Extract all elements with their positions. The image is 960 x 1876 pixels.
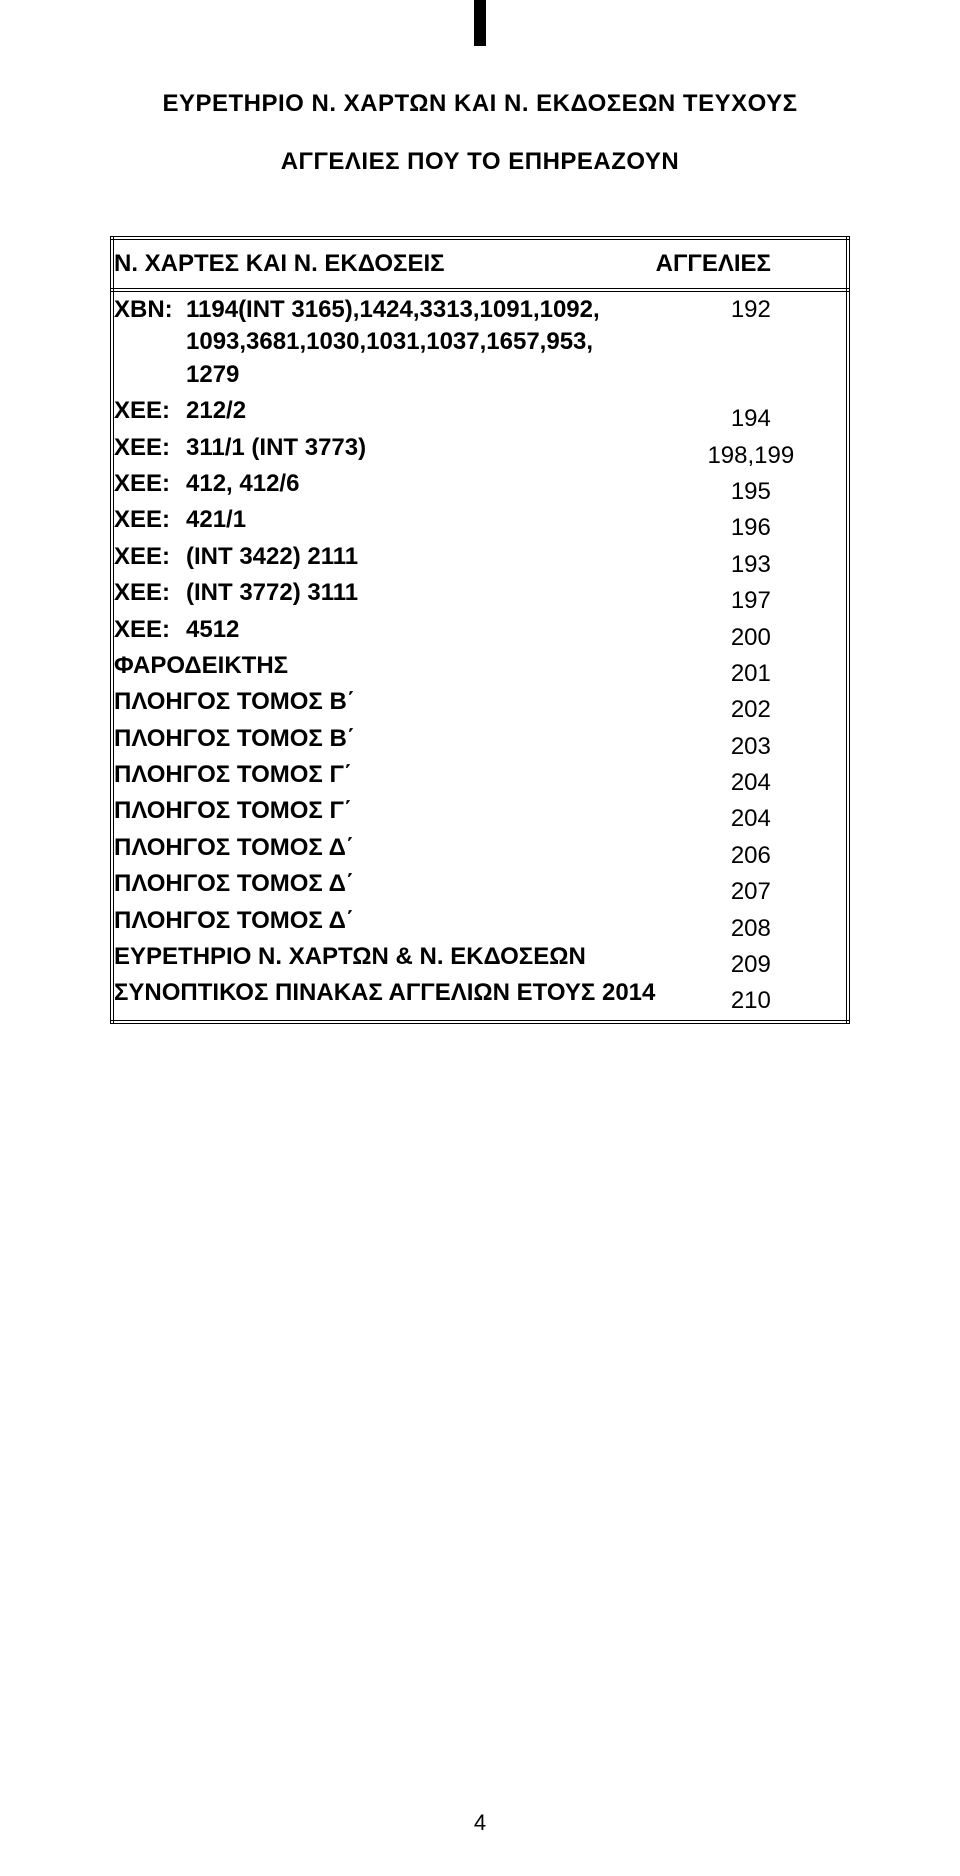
row-prefix: ΧΕΕ: <box>114 432 186 464</box>
page-number: 4 <box>0 1810 960 1836</box>
page-title: ΕΥΡΕΤΗΡΙΟ Ν. ΧΑΡΤΩΝ ΚΑΙ Ν. ΕΚΔΟΣΕΩΝ ΤΕΥΧ… <box>110 90 850 118</box>
row-label: ΠΛΟΗΓΟΣ ΤΟΜΟΣ Δ΄ <box>114 868 354 900</box>
row-label: ΠΛΟΗΓΟΣ ΤΟΜΟΣ Β΄ <box>114 723 355 755</box>
table-row: ΧΕΕ:(INT 3422) 2111 <box>114 539 656 575</box>
table-row: ΧΕΕ:412, 412/6 <box>114 466 656 502</box>
row-label-continuation: 1093,3681,1030,1031,1037,1657,953, <box>114 326 656 358</box>
table-row: ΠΛΟΗΓΟΣ ΤΟΜΟΣ Δ΄ <box>114 830 656 866</box>
table-row: 195 <box>656 474 846 510</box>
row-value: 206 <box>656 838 846 874</box>
row-value: 195 <box>656 474 846 510</box>
table-row: ΠΛΟΗΓΟΣ ΤΟΜΟΣ Δ΄ <box>114 866 656 902</box>
row-label: ΣΥΝΟΠΤΙΚΟΣ ΠΙΝΑΚΑΣ ΑΓΓΕΛΙΩΝ ΕΤΟΥΣ 2014 <box>114 977 655 1009</box>
table-header-row: Ν. ΧΑΡΤΕΣ ΚΑΙ Ν. ΕΚΔΟΣΕΙΣ ΑΓΓΕΛΙΕΣ <box>112 238 848 290</box>
row-value: 196 <box>656 510 846 546</box>
table-row: ΠΛΟΗΓΟΣ ΤΟΜΟΣ Β΄ <box>114 684 656 720</box>
row-label: ΠΛΟΗΓΟΣ ΤΟΜΟΣ Δ΄ <box>114 832 354 864</box>
row-value: 204 <box>656 801 846 837</box>
row-value: 203 <box>656 729 846 765</box>
table-row: ΧΕΕ:(INT 3772) 3111 <box>114 575 656 611</box>
row-value: 192 <box>656 292 846 328</box>
table-row: 209 <box>656 947 846 983</box>
row-value-spacer <box>656 328 846 364</box>
table-row: ΠΛΟΗΓΟΣ ΤΟΜΟΣ Β΄ <box>114 721 656 757</box>
row-value: 204 <box>656 765 846 801</box>
table-row: 194 <box>656 401 846 437</box>
row-prefix: ΧΕΕ: <box>114 614 186 646</box>
table-row: 207 <box>656 874 846 910</box>
table-row: ΣΥΝΟΠΤΙΚΟΣ ΠΙΝΑΚΑΣ ΑΓΓΕΛΙΩΝ ΕΤΟΥΣ 2014 <box>114 975 656 1011</box>
table-row: 200 <box>656 620 846 656</box>
row-value: 209 <box>656 947 846 983</box>
row-label: 212/2 <box>186 395 246 427</box>
table-body-row: ΧΒΝ:1194(ΙΝΤ 3165),1424,3313,1091,1092,1… <box>112 290 848 1022</box>
table-row: 192 <box>656 292 846 401</box>
row-prefix: ΧΕΕ: <box>114 504 186 536</box>
table-row: 204 <box>656 801 846 837</box>
table-row: 204 <box>656 765 846 801</box>
table-row: ΠΛΟΗΓΟΣ ΤΟΜΟΣ Δ΄ <box>114 903 656 939</box>
row-value: 210 <box>656 983 846 1019</box>
row-value: 208 <box>656 911 846 947</box>
table-row: 198,199 <box>656 438 846 474</box>
table-row: ΠΛΟΗΓΟΣ ΤΟΜΟΣ Γ΄ <box>114 793 656 829</box>
row-value-spacer <box>656 365 846 401</box>
row-label: (INT 3772) 3111 <box>186 577 358 609</box>
page-subtitle: ΑΓΓΕΛΙΕΣ ΠΟΥ ΤΟ ΕΠΗΡΕΑΖΟΥΝ <box>110 148 850 176</box>
document-page: ΕΥΡΕΤΗΡΙΟ Ν. ΧΑΡΤΩΝ ΚΑΙ Ν. ΕΚΔΟΣΕΩΝ ΤΕΥΧ… <box>0 0 960 1876</box>
row-label: ΠΛΟΗΓΟΣ ΤΟΜΟΣ Γ΄ <box>114 759 352 791</box>
row-prefix: ΧΕΕ: <box>114 468 186 500</box>
table-row: 197 <box>656 583 846 619</box>
row-label: ΠΛΟΗΓΟΣ ΤΟΜΟΣ Γ΄ <box>114 795 352 827</box>
row-label: 421/1 <box>186 504 246 536</box>
row-label: ΕΥΡΕΤΗΡΙΟ Ν. ΧΑΡΤΩΝ & Ν. ΕΚΔΟΣΕΩΝ <box>114 941 586 973</box>
table-row: 202 <box>656 692 846 728</box>
table-row: 206 <box>656 838 846 874</box>
table-row: 196 <box>656 510 846 546</box>
table-row: ΧΒΝ:1194(ΙΝΤ 3165),1424,3313,1091,1092,1… <box>114 292 656 393</box>
table-row: 201 <box>656 656 846 692</box>
row-label-continuation: 1279 <box>114 359 656 391</box>
table-row: ΦΑΡΟΔΕΙΚΤΗΣ <box>114 648 656 684</box>
row-label: ΠΛΟΗΓΟΣ ΤΟΜΟΣ Δ΄ <box>114 905 354 937</box>
table-row: ΕΥΡΕΤΗΡΙΟ Ν. ΧΑΡΤΩΝ & Ν. ΕΚΔΟΣΕΩΝ <box>114 939 656 975</box>
header-right-label: ΑΓΓΕΛΙΕΣ <box>656 250 771 277</box>
row-prefix: ΧΒΝ: <box>114 294 186 326</box>
table-row: 210 <box>656 983 846 1019</box>
row-label: 412, 412/6 <box>186 468 299 500</box>
row-value: 193 <box>656 547 846 583</box>
table-row: ΠΛΟΗΓΟΣ ΤΟΜΟΣ Γ΄ <box>114 757 656 793</box>
row-value: 201 <box>656 656 846 692</box>
row-label: ΠΛΟΗΓΟΣ ΤΟΜΟΣ Β΄ <box>114 686 355 718</box>
row-prefix: ΧΕΕ: <box>114 395 186 427</box>
table-row: 193 <box>656 547 846 583</box>
table-row: 203 <box>656 729 846 765</box>
row-label: 311/1 (INT 3773) <box>186 432 366 464</box>
row-value: 194 <box>656 401 846 437</box>
header-left-label: Ν. ΧΑΡΤΕΣ ΚΑΙ Ν. ΕΚΔΟΣΕΙΣ <box>114 250 445 277</box>
table-row: 208 <box>656 911 846 947</box>
row-value: 207 <box>656 874 846 910</box>
row-prefix: ΧΕΕ: <box>114 577 186 609</box>
page-top-strip <box>472 0 488 60</box>
table-row: ΧΕΕ:311/1 (INT 3773) <box>114 430 656 466</box>
table-row: ΧΕΕ:4512 <box>114 612 656 648</box>
row-prefix: ΧΕΕ: <box>114 541 186 573</box>
row-label: ΦΑΡΟΔΕΙΚΤΗΣ <box>114 650 288 682</box>
top-strip-icon <box>472 0 488 60</box>
row-value: 202 <box>656 692 846 728</box>
table-row: ΧΕΕ:212/2 <box>114 393 656 429</box>
row-value: 197 <box>656 583 846 619</box>
row-value: 198,199 <box>656 438 846 474</box>
index-table: Ν. ΧΑΡΤΕΣ ΚΑΙ Ν. ΕΚΔΟΣΕΙΣ ΑΓΓΕΛΙΕΣ ΧΒΝ:1… <box>110 236 850 1024</box>
row-label: 4512 <box>186 614 239 646</box>
row-label: 1194(ΙΝΤ 3165),1424,3313,1091,1092, <box>186 294 600 326</box>
row-label: (INT 3422) 2111 <box>186 541 358 573</box>
table-row: ΧΕΕ:421/1 <box>114 502 656 538</box>
row-value: 200 <box>656 620 846 656</box>
